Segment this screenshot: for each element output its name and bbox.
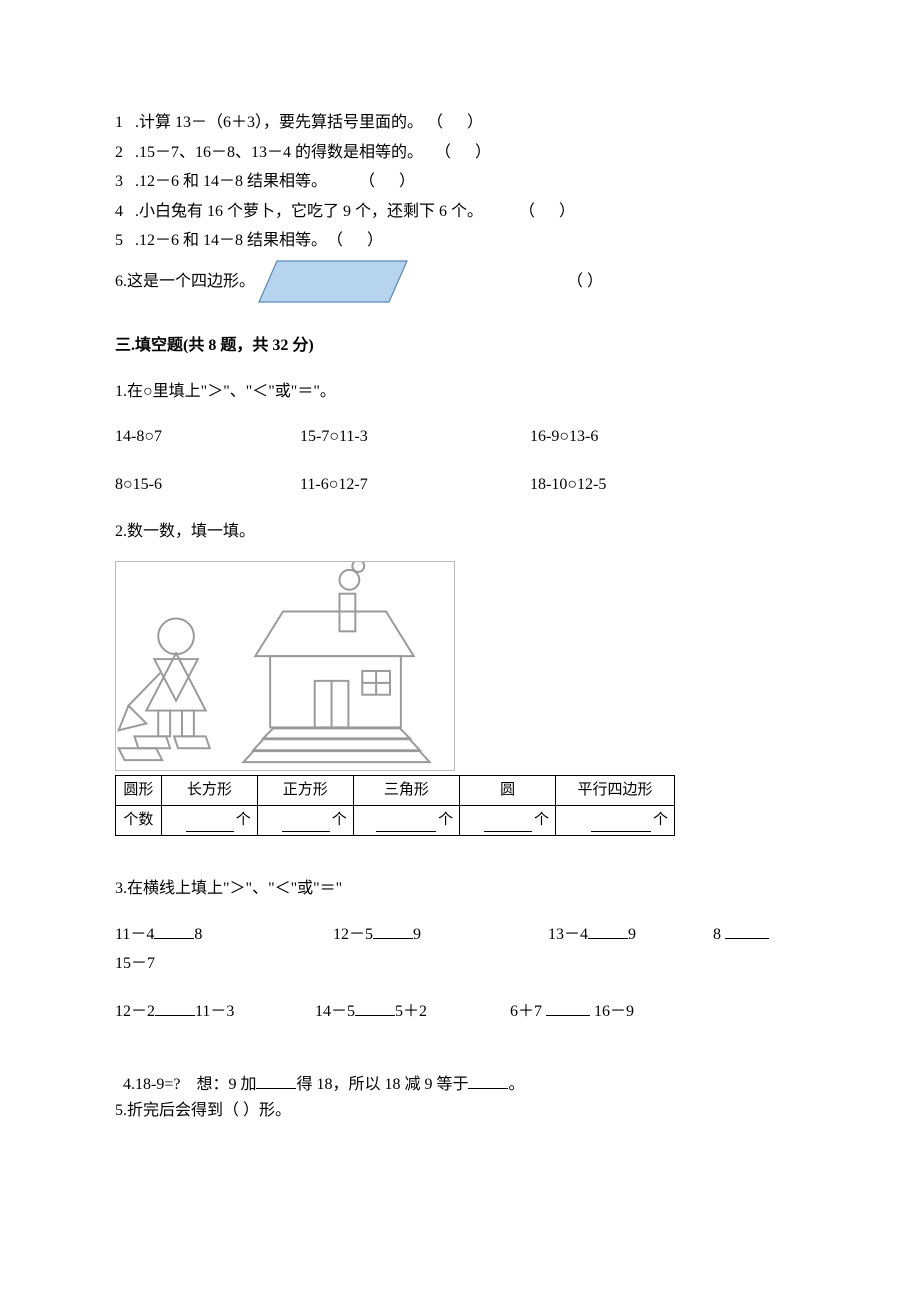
q3r1-a[interactable]: 11－48 bbox=[115, 922, 333, 948]
q3r2-a[interactable]: 12－211－3 bbox=[115, 999, 315, 1025]
q1-r2c2[interactable]: 11-6○12-7 bbox=[300, 472, 530, 498]
tf-num: 2 bbox=[115, 140, 135, 166]
q4: 4.18-9=? 想：9 加得 18，所以 18 减 9 等于。 bbox=[115, 1046, 805, 1097]
count-square[interactable]: 个 bbox=[257, 805, 353, 835]
q3r2-b[interactable]: 14－55＋2 bbox=[315, 999, 510, 1025]
q1-r2c3[interactable]: 18-10○12-5 bbox=[530, 472, 606, 498]
q4-blank2[interactable] bbox=[468, 1075, 508, 1089]
tf-item: 1. 计算 13－（6＋3），要先算括号里面的。 （ ） bbox=[115, 110, 805, 136]
th-circle: 圆 bbox=[460, 775, 556, 805]
q1-row1: 14-8○7 15-7○11-3 16-9○13-6 bbox=[115, 424, 805, 450]
th-para: 平行四边形 bbox=[556, 775, 675, 805]
th-square: 正方形 bbox=[257, 775, 353, 805]
q3r1-d[interactable]: 8 bbox=[713, 922, 769, 948]
tf-text: 计算 13－（6＋3），要先算括号里面的。 bbox=[139, 110, 423, 136]
tf-gap bbox=[483, 199, 519, 225]
q1-row2: 8○15-6 11-6○12-7 18-10○12-5 bbox=[115, 472, 805, 498]
tf-item: 2. 15－7、16－8、13－4 的得数是相等的。 （ ） bbox=[115, 140, 805, 166]
q3-row2: 12－211－3 14－55＋2 6＋7 16－9 bbox=[115, 999, 805, 1025]
tf-gap bbox=[327, 169, 359, 195]
q1-r2c1[interactable]: 8○15-6 bbox=[115, 472, 300, 498]
tf-paren[interactable]: （ ） bbox=[427, 110, 483, 136]
table-header-row: 圆形 长方形 正方形 三角形 圆 平行四边形 bbox=[116, 775, 675, 805]
tf-text: 12－6 和 14－8 结果相等。 bbox=[139, 169, 327, 195]
q5[interactable]: 5.折完后会得到（ ）形。 bbox=[115, 1098, 805, 1124]
count-circle[interactable]: 个 bbox=[460, 805, 556, 835]
count-para[interactable]: 个 bbox=[556, 805, 675, 835]
tf6-text: 6.这是一个四边形。 bbox=[115, 269, 255, 295]
tf-text: 15－7、16－8、13－4 的得数是相等的。 bbox=[139, 140, 423, 166]
tf-item: 5. 12－6 和 14－8 结果相等。 （ ） bbox=[115, 228, 805, 254]
q1-r1c2[interactable]: 15-7○11-3 bbox=[300, 424, 530, 450]
row-label: 个数 bbox=[116, 805, 162, 835]
th-triangle: 三角形 bbox=[353, 775, 459, 805]
shape-count-table: 圆形 长方形 正方形 三角形 圆 平行四边形 个数 个 个 个 个 个 bbox=[115, 775, 675, 836]
count-triangle[interactable]: 个 bbox=[353, 805, 459, 835]
tf-paren[interactable]: （ ） bbox=[519, 199, 575, 225]
tf-paren[interactable]: （ ） bbox=[327, 228, 383, 254]
q3r1-e: 15－7 bbox=[115, 951, 805, 977]
tf-paren[interactable]: （ ） bbox=[435, 140, 491, 166]
tf-item: 4. 小白兔有 16 个萝卜，它吃了 9 个，还剩下 6 个。 （ ） bbox=[115, 199, 805, 225]
q3r1-c[interactable]: 13－49 bbox=[548, 922, 713, 948]
th-shape: 圆形 bbox=[116, 775, 162, 805]
tf-num: 5 bbox=[115, 228, 135, 254]
tf-text: 12－6 和 14－8 结果相等。 bbox=[139, 228, 327, 254]
q4-blank1[interactable] bbox=[256, 1075, 296, 1089]
q3r1-b[interactable]: 12－59 bbox=[333, 922, 548, 948]
shapes-drawing bbox=[115, 561, 455, 771]
tf-num: 1 bbox=[115, 110, 135, 136]
q2-intro: 2.数一数，填一填。 bbox=[115, 519, 805, 545]
q3-intro: 3.在横线上填上"＞"、"＜"或"＝" bbox=[115, 876, 805, 902]
quadrilateral-shape bbox=[257, 258, 412, 305]
tf-gap bbox=[423, 140, 435, 166]
q3-row1: 11－48 12－59 13－49 8 bbox=[115, 922, 805, 948]
tf-num: 3 bbox=[115, 169, 135, 195]
tf-paren[interactable]: （ ） bbox=[359, 169, 415, 195]
table-count-row: 个数 个 个 个 个 个 bbox=[116, 805, 675, 835]
tf-text: 小白兔有 16 个萝卜，它吃了 9 个，还剩下 6 个。 bbox=[139, 199, 483, 225]
q1-r1c1[interactable]: 14-8○7 bbox=[115, 424, 300, 450]
tf-item-6: 6.这是一个四边形。 （ ） bbox=[115, 258, 805, 305]
q1-r1c3[interactable]: 16-9○13-6 bbox=[530, 424, 598, 450]
tf-item: 3. 12－6 和 14－8 结果相等。 （ ） bbox=[115, 169, 805, 195]
tf-num: 4 bbox=[115, 199, 135, 225]
count-rect[interactable]: 个 bbox=[161, 805, 257, 835]
section3-head: 三.填空题(共 8 题，共 32 分) bbox=[115, 333, 805, 359]
tf-list: 1. 计算 13－（6＋3），要先算括号里面的。 （ ） 2. 15－7、16－… bbox=[115, 110, 805, 305]
tf6-paren[interactable]: （ ） bbox=[567, 269, 603, 295]
th-rect: 长方形 bbox=[161, 775, 257, 805]
q3r2-c[interactable]: 6＋7 16－9 bbox=[510, 999, 634, 1025]
q1-intro: 1.在○里填上"＞"、"＜"或"＝"。 bbox=[115, 379, 805, 405]
